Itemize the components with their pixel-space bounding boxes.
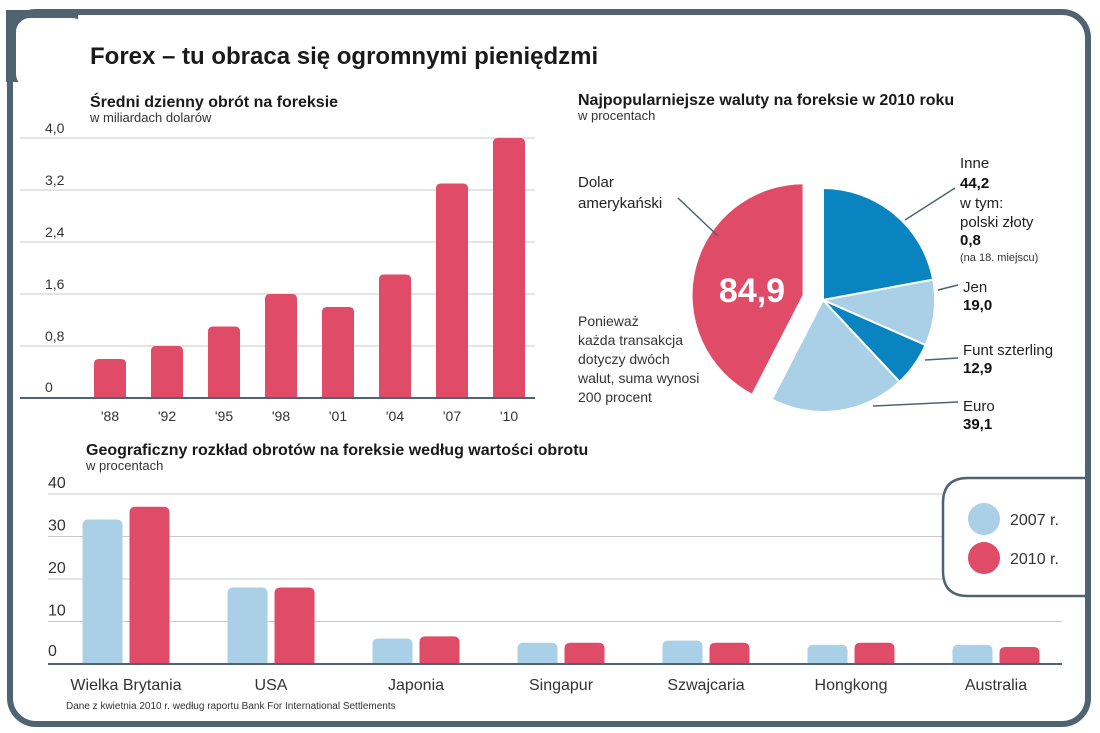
geo-xtick: USA: [255, 677, 288, 694]
frame-corner-inner: [16, 18, 86, 88]
label-funt-value: 12,9: [963, 360, 992, 377]
label-pln-note: (na 18. miejscu): [960, 252, 1038, 264]
geo-bar-2007: [952, 644, 993, 664]
turnover-bar: [493, 138, 525, 398]
pie-note-line: dotyczy dwóch: [578, 351, 670, 367]
geo-bar-2010: [999, 647, 1040, 664]
geo-ytick: 40: [48, 475, 66, 492]
pie-slice-dolar-amerykański: [690, 182, 805, 397]
turnover-xtick: '10: [500, 408, 518, 424]
label-dolar-line2: amerykański: [578, 195, 662, 212]
legend-swatch-2007: [968, 503, 1000, 535]
pie-note-line: Ponieważ: [578, 313, 639, 329]
geo-bar-2007: [372, 638, 413, 664]
turnover-title: Średni dzienny obrót na foreksie: [90, 92, 338, 111]
geo-bar-2010: [274, 587, 315, 664]
label-funt: Funt szterling: [963, 342, 1053, 359]
label-pln: polski złoty: [960, 214, 1034, 231]
leader-jen: [937, 284, 959, 291]
geo-bar-2007: [807, 644, 848, 664]
turnover-ytick: 2,4: [45, 224, 65, 240]
legend-label-2007: 2007 r.: [1010, 512, 1059, 529]
label-euro-value: 39,1: [963, 416, 992, 433]
leader-inne: [904, 187, 956, 221]
turnover-bar: [94, 359, 126, 398]
pie-note: Ponieważ każda transakcja dotyczy dwóch wal…: [577, 313, 699, 405]
geo-ytick: 20: [48, 560, 66, 577]
label-inne: Inne: [960, 155, 989, 172]
pie-slice-euro: [770, 298, 901, 413]
currency-pie-chart: Najpopularniejsze waluty na foreksie w 2…: [577, 92, 1053, 433]
turnover-bar: [151, 346, 183, 398]
label-pln-value: 0,8: [960, 232, 981, 249]
geo-bar-2007: [82, 519, 123, 664]
geo-xtick: Szwajcaria: [667, 677, 744, 694]
label-jen: Jen: [963, 279, 987, 296]
turnover-ytick: 0: [45, 379, 53, 395]
pie-unit: w procentach: [577, 108, 655, 123]
pie-slice-inne: [822, 186, 935, 302]
label-jen-value: 19,0: [963, 297, 992, 314]
pie-center-value: 84,9: [719, 272, 785, 310]
geo-xtick: Japonia: [388, 677, 444, 694]
geo-bar-2007: [227, 587, 268, 664]
geo-bar-2007: [662, 640, 703, 664]
geo-unit: w procentach: [85, 458, 163, 473]
turnover-ytick: 3,2: [45, 172, 65, 188]
turnover-xtick: '04: [386, 408, 404, 424]
turnover-chart: Średni dzienny obrót na foreksie w milia…: [20, 92, 535, 424]
pie-note-line: każda transakcja: [578, 332, 683, 348]
legend-box: [941, 476, 1085, 598]
geo-bar-2010: [854, 642, 895, 664]
pie-note-line: walut, suma wynosi: [577, 370, 699, 386]
turnover-xtick: '98: [272, 408, 290, 424]
leader-funt: [924, 357, 959, 361]
geo-xtick: Australia: [965, 677, 1027, 694]
turnover-ytick: 4,0: [45, 120, 65, 136]
pie-note-line: 200 procent: [578, 389, 652, 405]
label-inne-value: 44,2: [960, 175, 989, 192]
turnover-ytick: 1,6: [45, 276, 65, 292]
geo-chart: Geograficzny rozkład obrotów na foreksie…: [48, 442, 1062, 694]
page-title: Forex – tu obraca się ogromnymi pieniędz…: [90, 43, 598, 70]
turnover-bar: [322, 307, 354, 398]
geo-xtick: Singapur: [529, 677, 594, 694]
leader-dolar: [677, 197, 719, 237]
turnover-bar: [379, 274, 411, 398]
leader-euro: [872, 401, 959, 407]
source-note: Dane z kwietnia 2010 r. według raportu B…: [66, 701, 396, 712]
turnover-xtick: '07: [443, 408, 461, 424]
geo-ytick: 10: [48, 603, 66, 620]
turnover-bar: [208, 326, 240, 398]
turnover-ytick: 0,8: [45, 328, 65, 344]
legend: 2007 r. 2010 r.: [941, 476, 1085, 598]
geo-xtick: Hongkong: [815, 677, 888, 694]
turnover-xtick: '92: [158, 408, 176, 424]
geo-bar-2007: [517, 642, 558, 664]
label-w-tym: w tym:: [959, 195, 1003, 212]
legend-label-2010: 2010 r.: [1010, 551, 1059, 568]
geo-bar-2010: [564, 642, 605, 664]
geo-bar-2010: [129, 506, 170, 664]
geo-ytick: 0: [48, 643, 57, 660]
turnover-xtick: '95: [215, 408, 233, 424]
geo-ytick: 30: [48, 518, 66, 535]
frame-border: [7, 9, 1091, 727]
turnover-bar: [265, 294, 297, 398]
geo-title: Geograficzny rozkład obrotów na foreksie…: [86, 442, 588, 459]
turnover-bar: [436, 183, 468, 398]
turnover-xtick: '88: [101, 408, 119, 424]
pie-title: Najpopularniejsze waluty na foreksie w 2…: [578, 92, 954, 109]
geo-bar-2010: [709, 642, 750, 664]
label-dolar-line1: Dolar: [578, 174, 614, 191]
turnover-unit: w miliardach dolarów: [89, 110, 212, 125]
turnover-xtick: '01: [329, 408, 347, 424]
geo-bar-2010: [419, 636, 460, 664]
label-euro: Euro: [963, 398, 995, 415]
legend-swatch-2010: [968, 542, 1000, 574]
geo-xtick: Wielka Brytania: [70, 677, 181, 694]
